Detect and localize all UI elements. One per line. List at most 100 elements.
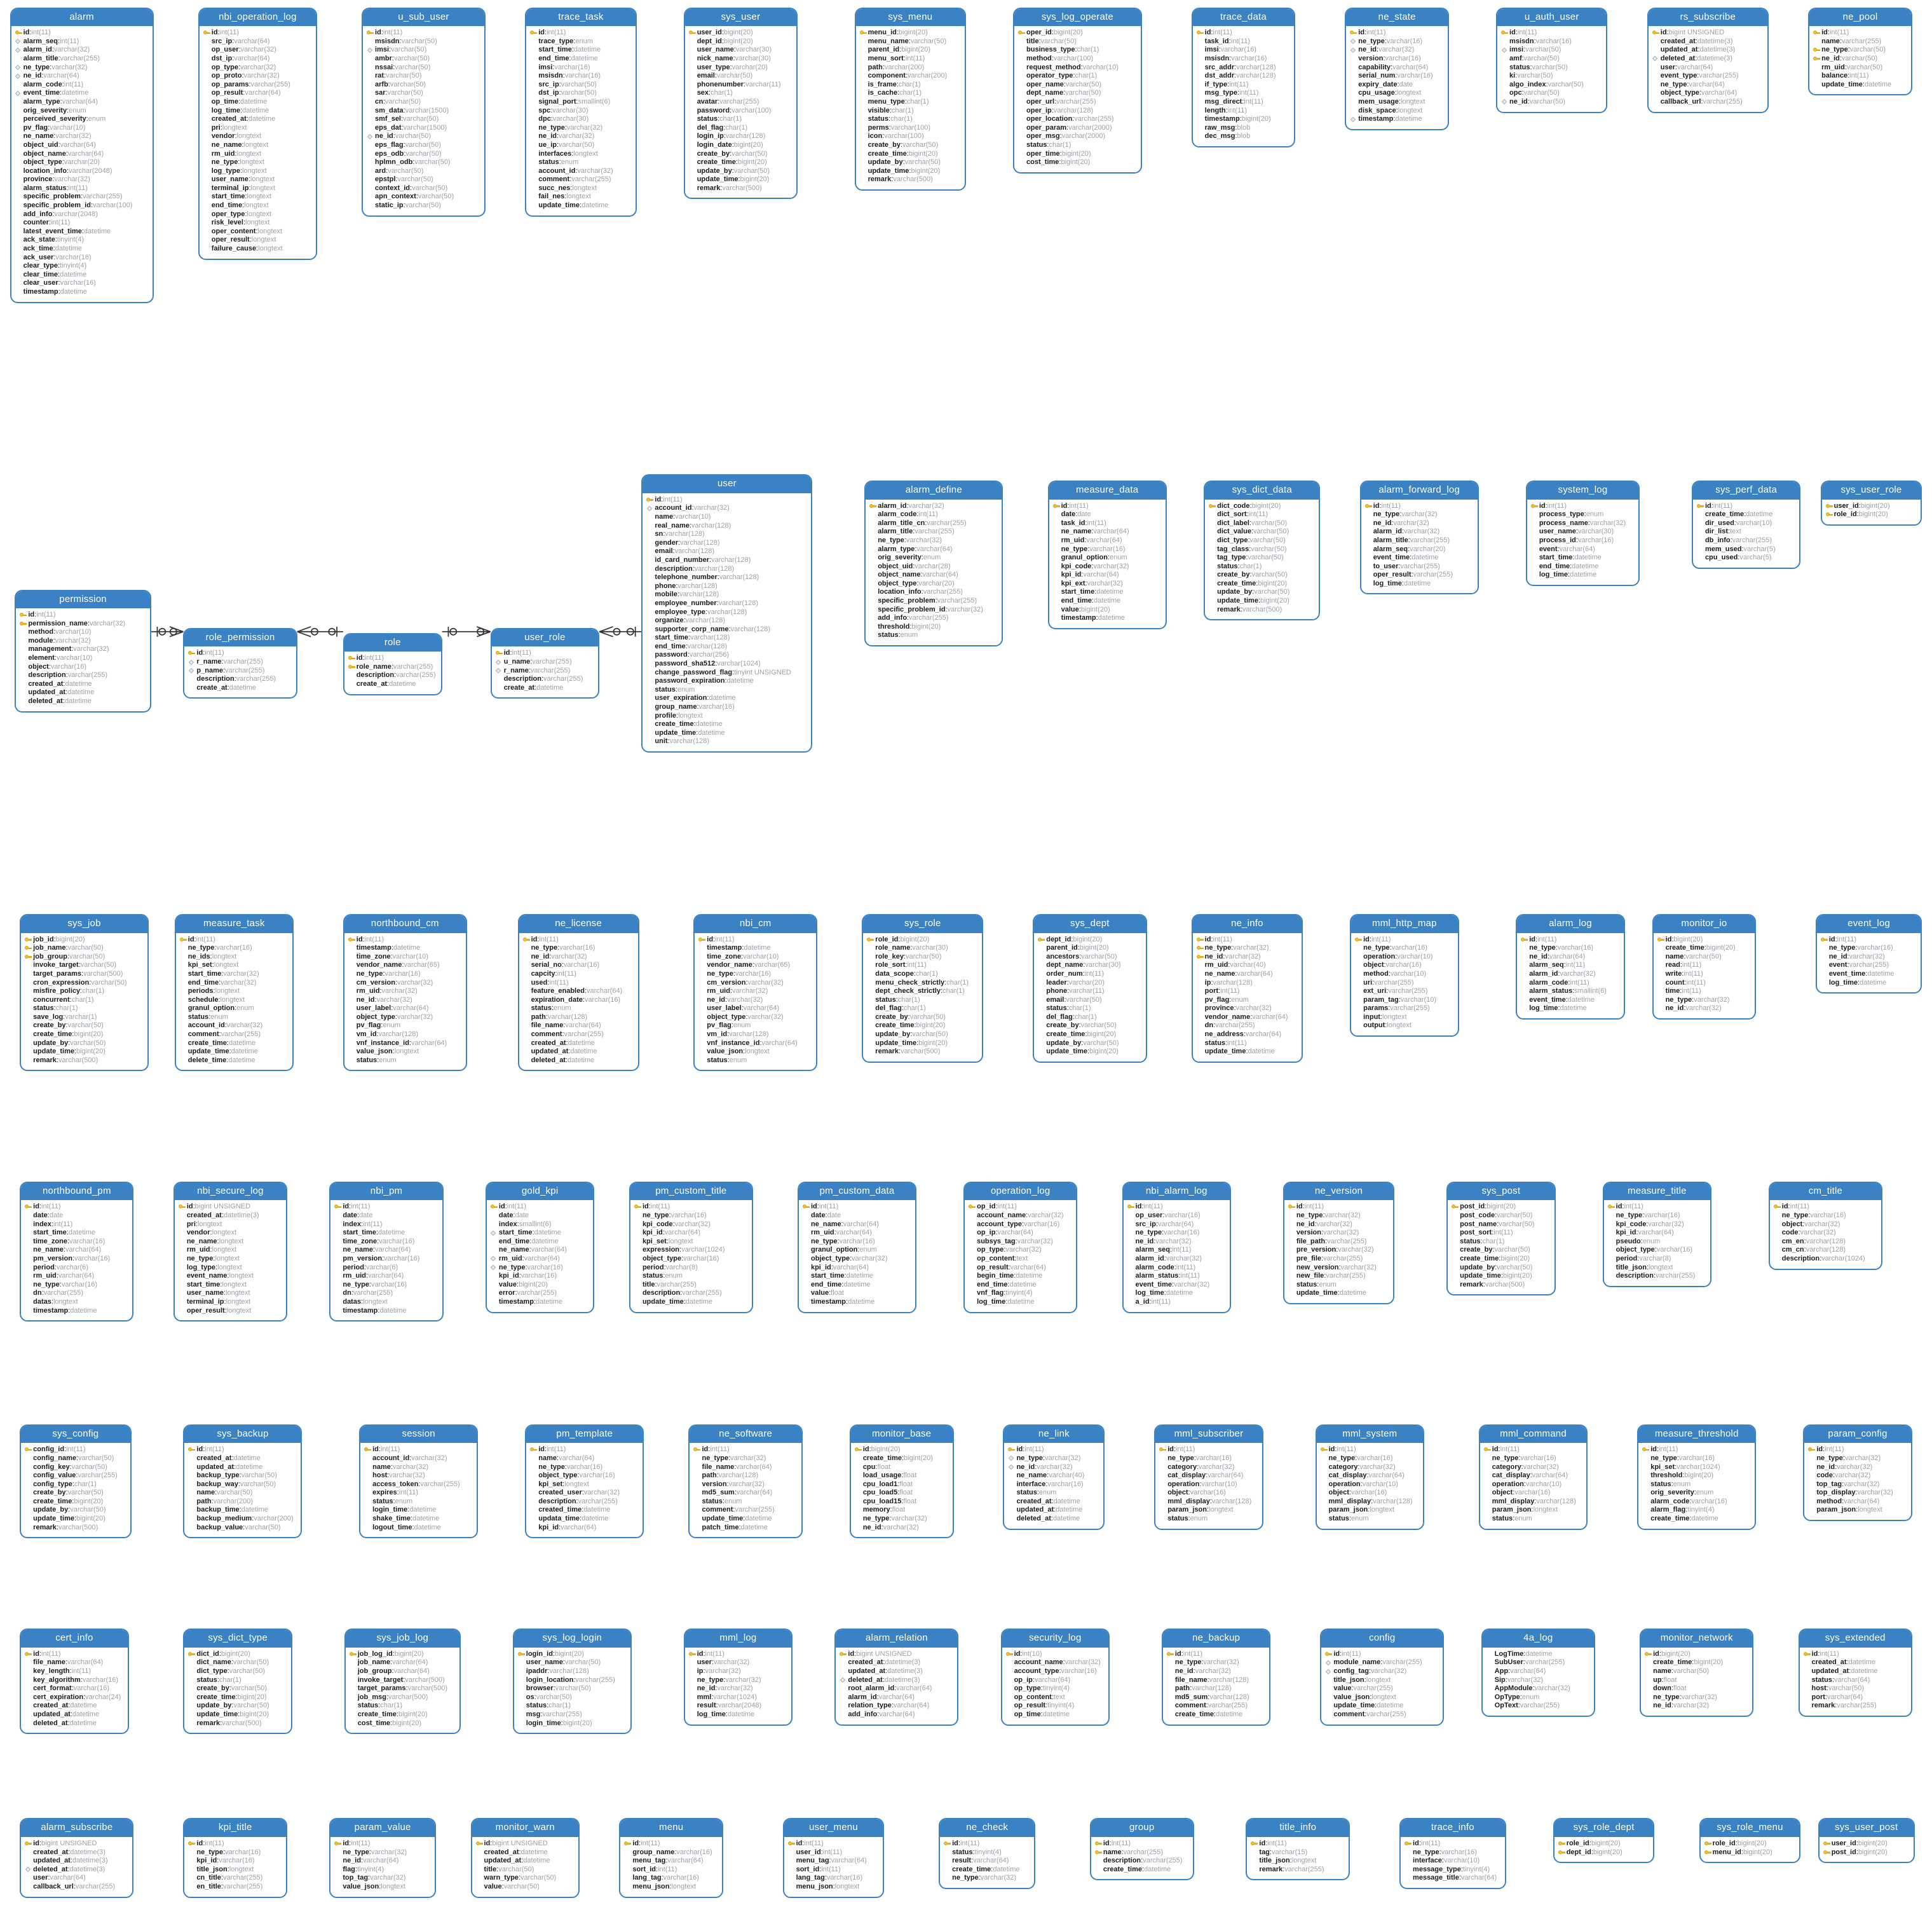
entity-param_config[interactable]: param_config id: int(11) ne_type: varchar(… (1803, 1424, 1912, 1522)
entity-alarm[interactable]: alarm id: int(11) alarm_seq: int(11) alarm_… (10, 7, 154, 303)
entity-ne_info[interactable]: ne_info id: int(11) ne_type: varchar(32) ne… (1191, 914, 1303, 1063)
entity-mml_http_map[interactable]: mml_http_map id: int(11) ne_type: varchar(… (1350, 914, 1459, 1037)
entity-rs_subscribe[interactable]: rs_subscribe id: bigint UNSIGNED created_a… (1647, 7, 1769, 113)
entity-alarm_forward_log[interactable]: alarm_forward_log id: int(11) ne_type: var… (1359, 481, 1479, 595)
entity-role[interactable]: role id: int(11) role_name: varchar(255) de… (343, 632, 442, 695)
entity-permission[interactable]: permission id: int(11) permission_name: va… (15, 589, 151, 713)
entity-sys_job[interactable]: sys_job job_id: bigint(20) job_name: varch… (20, 914, 149, 1072)
entity-mml_system[interactable]: mml_system id: int(11) ne_type: varchar(16… (1315, 1424, 1425, 1530)
entity-ne_check[interactable]: ne_check id: int(11) status: tinyint(4) res… (939, 1818, 1036, 1889)
entity-cm_title[interactable]: cm_title id: int(11) ne_type: varchar(16) o… (1768, 1181, 1883, 1270)
entity-alarm_log[interactable]: alarm_log id: int(11) ne_type: varchar(16)… (1516, 914, 1625, 1020)
entity-pm_custom_data[interactable]: pm_custom_data id: int(11) date: date ne_na… (797, 1181, 917, 1313)
entity-sys_dept[interactable]: sys_dept dept_id: bigint(20) parent_id: bi… (1033, 914, 1147, 1063)
entity-sys_user_role[interactable]: sys_user_role user_id: bigint(20) role_id:… (1820, 481, 1922, 526)
attribute-separator: : (1014, 1254, 1017, 1262)
entity-pm_template[interactable]: pm_template id: int(11) name: varchar(64) n… (525, 1424, 644, 1539)
entity-kpi_title[interactable]: kpi_title id: int(11) ne_type: varchar(16)… (183, 1818, 288, 1898)
entity-monitor_network[interactable]: monitor_network id: bigint(20) create_time… (1640, 1629, 1754, 1717)
no-key-spacer (1644, 1702, 1652, 1710)
entity-measure_data[interactable]: measure_data id: int(11) date: date task_id… (1047, 481, 1167, 629)
entity-u_sub_user[interactable]: u_sub_user id: int(11) msisdn: varchar(50)… (362, 7, 486, 217)
entity-nbi_operation_log[interactable]: nbi_operation_log id: int(11) src_ip: varc… (198, 7, 317, 260)
entity-sys_perf_data[interactable]: sys_perf_data id: int(11) create_time: dat… (1691, 481, 1801, 569)
entity-user_role[interactable]: user_role id: int(11) u_name: varchar(255)… (490, 627, 600, 699)
entity-sys_role_menu[interactable]: sys_role_menu role_id: bigint(20) menu_id:… (1699, 1818, 1801, 1864)
entity-sys_user[interactable]: sys_user user_id: bigint(20) dept_id: bigi… (683, 7, 798, 200)
entity-alarm_define[interactable]: alarm_define alarm_id: varchar(32) alarm_c… (864, 481, 1003, 647)
entity-northbound_pm[interactable]: northbound_pm id: int(11) date: date index:… (20, 1181, 134, 1322)
entity-trace_data[interactable]: trace_data id: int(11) task_id: int(11) ims… (1191, 7, 1296, 147)
entity-ne_link[interactable]: ne_link id: int(11) ne_type: varchar(32) ne… (1003, 1424, 1105, 1530)
attribute-row: eps_odb: varchar(50) (366, 150, 481, 159)
entity-sys_dict_type[interactable]: sys_dict_type dict_id: bigint(20) dict_nam… (183, 1629, 292, 1735)
entity-security_log[interactable]: security_log id: int(10) account_name: var… (1000, 1629, 1110, 1726)
entity-config[interactable]: config id: int(11) module_name: varchar(25… (1320, 1629, 1445, 1726)
entity-sys_log_operate[interactable]: sys_log_operate oper_id: bigint(20) title:… (1013, 7, 1142, 174)
entity-user[interactable]: user id: int(11) account_id: varchar(32) na… (641, 474, 813, 753)
entity-operation_log[interactable]: operation_log op_id: int(11) account_name:… (963, 1181, 1078, 1313)
attribute-type: varchar(32) (1673, 1702, 1710, 1710)
entity-nbi_alarm_log[interactable]: nbi_alarm_log id: int(11) op_user: varchar… (1122, 1181, 1232, 1313)
entity-monitor_io[interactable]: monitor_io id: bigint(20) create_time: big… (1652, 914, 1757, 1020)
attribute-name: apn_context (375, 193, 416, 201)
entity-monitor_warn[interactable]: monitor_warn id: bigint UNSIGNED created_a… (470, 1818, 580, 1898)
attribute-row: start_time: longtext (178, 1281, 283, 1290)
entity-sys_log_login[interactable]: sys_log_login login_id: bigint(20) user_na… (512, 1629, 632, 1735)
entity-sys_user_post[interactable]: sys_user_post user_id: bigint(20) post_id:… (1818, 1818, 1915, 1864)
entity-title_info[interactable]: title_info id: int(11) tag: varchar(15) tit… (1246, 1818, 1350, 1881)
entity-ne_pool[interactable]: ne_pool id: int(11) name: varchar(255) ne_t… (1808, 7, 1912, 96)
entity-sys_dict_data[interactable]: sys_dict_data dict_code: bigint(20) dict_s… (1204, 481, 1321, 621)
entity-event_log[interactable]: event_log id: int(11) ne_type: varchar(16)… (1815, 914, 1922, 994)
entity-sys_post[interactable]: sys_post post_id: bigint(20) post_code: va… (1446, 1181, 1556, 1296)
entity-sys_menu[interactable]: sys_menu menu_id: bigint(20) menu_name: va… (854, 7, 966, 191)
entity-ne_state[interactable]: ne_state id: int(11) ne_type: varchar(16) n… (1345, 7, 1449, 130)
entity-sys_config[interactable]: sys_config config_id: int(11) config_name:… (20, 1424, 132, 1539)
entity-sys_role[interactable]: sys_role role_id: bigint(20) role_name: va… (862, 914, 984, 1063)
entity-group[interactable]: group id: int(11) name: varchar(255) descri… (1089, 1818, 1194, 1881)
entity-ne_version[interactable]: ne_version id: int(11) ne_type: varchar(32… (1282, 1181, 1395, 1304)
entity-measure_threshold[interactable]: measure_threshold id: int(11) ne_type: var… (1637, 1424, 1757, 1530)
entity-mml_command[interactable]: mml_command id: int(11) ne_type: varchar(1… (1478, 1424, 1588, 1530)
entity-nbi_pm[interactable]: nbi_pm id: int(11) date: date index: int(11… (329, 1181, 444, 1322)
attribute-name: id (1296, 1203, 1303, 1211)
entity-trace_task[interactable]: trace_task id: int(11) trace_type: enum sta… (525, 7, 637, 217)
entity-sys_extended[interactable]: sys_extended id: int(11) created_at: datet… (1798, 1629, 1912, 1717)
entity-alarm_subscribe[interactable]: alarm_subscribe id: bigint UNSIGNED create… (20, 1818, 134, 1898)
entity-mml_subscriber[interactable]: mml_subscriber id: int(11) ne_type: varcha… (1154, 1424, 1263, 1530)
entity-pm_custom_title[interactable]: pm_custom_title id: int(11) ne_type: varch… (629, 1181, 753, 1313)
entity-nbi_secure_log[interactable]: nbi_secure_log id: bigint UNSIGNED created… (173, 1181, 288, 1322)
attribute-name: remark (33, 1523, 57, 1531)
entity-cert_info[interactable]: cert_info id: int(11) file_name: varchar(6… (20, 1629, 129, 1735)
entity-measure_title[interactable]: measure_title id: int(11) ne_type: varchar… (1602, 1181, 1712, 1287)
entity-menu[interactable]: menu id: int(11) group_name: varchar(16) me… (619, 1818, 724, 1898)
attribute-row: signal_port: smallint(6) (529, 98, 632, 107)
entity-sys_role_dept[interactable]: sys_role_dept role_id: bigint(20) dept_id:… (1553, 1818, 1655, 1864)
attribute-name: cpu_load5 (862, 1489, 898, 1497)
entity-title: permission (16, 591, 150, 608)
entity-u_auth_user[interactable]: u_auth_user id: int(11) msisdn: varchar(16… (1496, 7, 1608, 113)
entity-param_value[interactable]: param_value id: int(11) ne_type: varchar(3… (329, 1818, 436, 1898)
entity-title: sys_extended (1799, 1630, 1911, 1648)
entity-session[interactable]: session id: int(11) account_id: varchar(32… (359, 1424, 479, 1539)
entity-4a_log[interactable]: 4a_log LogTime: datetime SubUser: varchar(… (1481, 1629, 1595, 1717)
entity-gold_kpi[interactable]: gold_kpi id: int(11) date: date index: smal… (485, 1181, 595, 1313)
entity-ne_software[interactable]: ne_software id: int(11) ne_type: varchar(3… (688, 1424, 803, 1539)
entity-measure_task[interactable]: measure_task id: int(11) ne_type: varchar(… (174, 914, 294, 1072)
entity-mml_log[interactable]: mml_log id: int(11) user: varchar(32) ip: v… (683, 1629, 793, 1726)
attribute-separator: : (1321, 1229, 1324, 1237)
entity-user_menu[interactable]: user_menu id: int(11) user_id: int(11) menu… (782, 1818, 885, 1898)
entity-ne_backup[interactable]: ne_backup id: int(11) ne_type: varchar(32)… (1161, 1629, 1271, 1726)
entity-monitor_base[interactable]: monitor_base id: bigint(20) create_time: b… (849, 1424, 954, 1539)
entity-sys_backup[interactable]: sys_backup id: int(11) created_at: datetim… (183, 1424, 303, 1539)
entity-alarm_relation[interactable]: alarm_relation id: bigint UNSIGNED created… (834, 1629, 959, 1726)
entity-nbi_cm[interactable]: nbi_cm id: int(11) timestamp: datetime time… (693, 914, 818, 1072)
attribute-type: varchar(10) (1201, 1480, 1237, 1488)
entity-sys_job_log[interactable]: sys_job_log job_log_id: bigint(20) job_nam… (344, 1629, 461, 1735)
entity-northbound_cm[interactable]: northbound_cm id: int(11) timestamp: datet… (343, 914, 467, 1072)
entity-trace_info[interactable]: trace_info id: int(11) ne_type: varchar(16… (1399, 1818, 1506, 1889)
entity-ne_license[interactable]: ne_license id: int(11) ne_type: varchar(16… (517, 914, 639, 1072)
entity-system_log[interactable]: system_log id: int(11) process_type: enum p… (1525, 481, 1640, 586)
attribute-row: email: varchar(50) (688, 72, 793, 81)
entity-role_permission[interactable]: role_permission id: int(11) r_name: varcha… (183, 627, 297, 699)
